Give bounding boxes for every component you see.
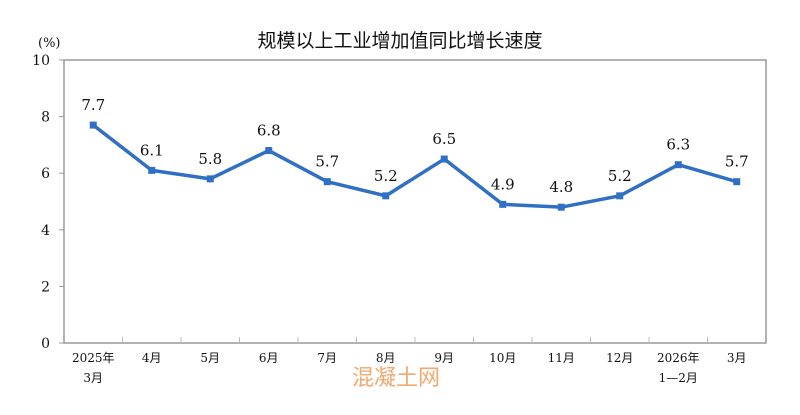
y-tick-label: 4 <box>41 223 50 239</box>
data-label: 6.8 <box>257 122 281 140</box>
data-label: 5.2 <box>608 167 632 185</box>
data-label: 5.7 <box>725 153 749 171</box>
x-tick-label: 1—2月 <box>659 371 698 385</box>
data-point <box>616 192 624 200</box>
data-label: 4.8 <box>549 178 573 196</box>
data-point <box>265 147 273 155</box>
x-tick-label: 4月 <box>142 351 162 365</box>
data-label: 6.5 <box>432 130 456 148</box>
x-tick-label: 9月 <box>434 351 454 365</box>
x-tick-label: 2026年 <box>657 351 700 365</box>
plot-area <box>63 59 767 344</box>
data-point <box>733 178 741 186</box>
x-tick-label: 11月 <box>548 351 575 365</box>
x-tick-label: 12月 <box>606 351 633 365</box>
data-label: 5.2 <box>374 167 398 185</box>
data-label: 4.9 <box>491 175 515 193</box>
data-label: 7.7 <box>81 96 105 114</box>
x-tick-label: 2025年 <box>72 351 115 365</box>
series-line <box>92 123 738 209</box>
x-tick-label: 5月 <box>200 351 220 365</box>
data-label: 5.7 <box>315 153 339 171</box>
data-point <box>148 166 156 174</box>
data-point <box>557 203 565 211</box>
x-tick-label: 8月 <box>376 351 396 365</box>
x-tick-label: 6月 <box>259 351 279 365</box>
data-label: 5.8 <box>198 150 222 168</box>
y-tick-label: 0 <box>41 336 50 352</box>
y-tick-label: 8 <box>41 110 50 126</box>
x-tick-label: 10月 <box>489 351 516 365</box>
x-tick-label: 3月 <box>727 351 747 365</box>
data-point <box>206 175 214 183</box>
x-tick-label: 7月 <box>317 351 337 365</box>
data-point <box>89 121 97 129</box>
data-label: 6.3 <box>666 136 690 154</box>
data-point <box>323 178 331 186</box>
data-point <box>382 192 390 200</box>
data-point <box>440 155 448 163</box>
data-point <box>674 161 682 169</box>
y-tick-label: 2 <box>41 279 50 295</box>
y-tick-label: 10 <box>32 53 50 69</box>
watermark: 混凝土网 <box>352 366 441 391</box>
data-label: 6.1 <box>140 141 164 159</box>
data-point <box>499 200 507 208</box>
y-tick-label: 6 <box>41 166 50 182</box>
chart-title: 规模以上工业增加值同比增长速度 <box>257 30 543 52</box>
y-axis-unit: (%) <box>38 36 61 51</box>
x-tick-label: 3月 <box>83 371 103 385</box>
